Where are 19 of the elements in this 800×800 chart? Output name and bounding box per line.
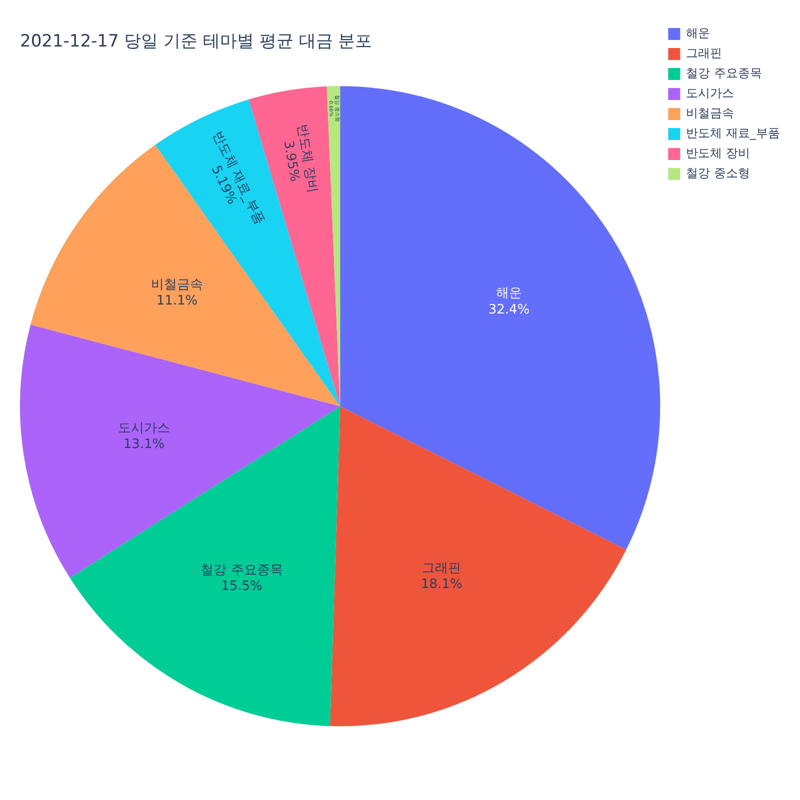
- legend-label: 철강 주요종목: [686, 66, 762, 80]
- data-label: 32.4%: [488, 302, 530, 318]
- slice-label: 그래핀: [422, 560, 462, 576]
- slice-label: 해운: [496, 286, 522, 302]
- legend-label: 해운: [686, 26, 710, 40]
- data-label: 13.1%: [123, 437, 165, 452]
- legend-label: 그래핀: [686, 46, 722, 60]
- data-label: 11.1%: [156, 294, 198, 309]
- legend-label: 비철금속: [686, 106, 734, 120]
- slice-label: 도시가스: [118, 420, 170, 436]
- slice-label: 철강 주요종목: [200, 562, 283, 578]
- data-label: 18.1%: [420, 577, 462, 592]
- legend-label: 반도체 재료_부품: [686, 126, 780, 140]
- legend-label: 도시가스: [686, 86, 734, 100]
- data-label: 15.5%: [221, 579, 262, 594]
- slice-label: 비철금속: [151, 277, 204, 292]
- chart-title: 2021-12-17 당일 기준 테마별 평균 대금 분포: [20, 32, 372, 52]
- legend-label: 철강 중소형: [686, 166, 750, 180]
- legend-label: 반도체 장비: [686, 146, 750, 160]
